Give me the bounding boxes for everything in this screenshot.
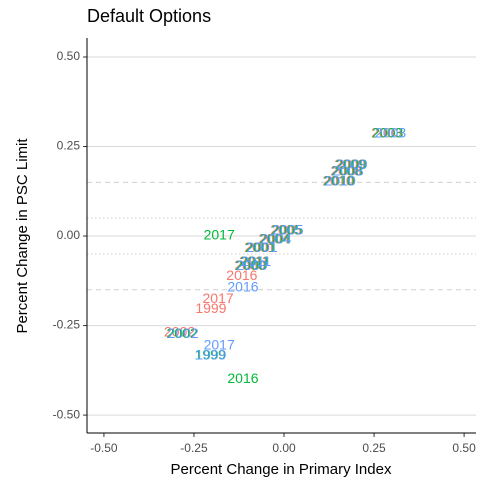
y-tick-label: 0.50 bbox=[57, 49, 81, 63]
point-label: 2010 bbox=[322, 173, 353, 189]
point-label: 2000 bbox=[234, 257, 265, 273]
point-label: 2002 bbox=[168, 325, 199, 341]
point-label: 2009 bbox=[335, 156, 366, 172]
point-label: 2009 bbox=[337, 156, 368, 172]
point-label: 1999 bbox=[195, 347, 226, 363]
x-tick-label: -0.50 bbox=[90, 441, 118, 455]
y-tick-label: -0.25 bbox=[53, 318, 81, 332]
point-label: 2000 bbox=[236, 257, 267, 273]
point-label: 2016 bbox=[226, 267, 257, 283]
point-label: 2004 bbox=[261, 231, 292, 247]
point-label: 2001 bbox=[246, 239, 277, 255]
point-label: 2008 bbox=[330, 163, 361, 179]
point-label: 2011 bbox=[239, 253, 269, 269]
x-axis-label: Percent Change in Primary Index bbox=[171, 461, 392, 478]
point-label: 2010 bbox=[325, 173, 356, 189]
y-axis-label: Percent Change in PSC Limit bbox=[14, 138, 31, 334]
point-label: 2001 bbox=[244, 239, 275, 255]
point-label: 1999 bbox=[195, 347, 226, 363]
point-label: 1999 bbox=[195, 300, 226, 316]
point-label: 2005 bbox=[271, 222, 302, 238]
y-tick-label: 0.25 bbox=[57, 139, 81, 153]
point-label: 2003 bbox=[372, 125, 403, 141]
point-label: 2003 bbox=[375, 125, 406, 141]
point-label: 2002 bbox=[164, 323, 195, 339]
point-label: 2011 bbox=[240, 253, 270, 269]
chart-title: Default Options bbox=[87, 6, 211, 26]
point-label: 2004 bbox=[258, 231, 289, 247]
point-label: 2003 bbox=[371, 125, 402, 141]
point-label: 2002 bbox=[167, 325, 198, 341]
point-label: 2011 bbox=[241, 253, 271, 269]
point-label: 2016 bbox=[227, 370, 258, 386]
point-label: 2008 bbox=[333, 163, 364, 179]
point-label: 2005 bbox=[270, 222, 301, 238]
y-tick-label: -0.50 bbox=[53, 407, 81, 421]
x-tick-label: 0.00 bbox=[272, 441, 296, 455]
y-tick-label: 0.00 bbox=[57, 228, 81, 242]
point-label: 2000 bbox=[235, 257, 266, 273]
point-label: 2009 bbox=[334, 156, 365, 172]
point-label: 2017 bbox=[204, 227, 235, 243]
point-label: 2010 bbox=[324, 173, 355, 189]
x-tick-label: 0.25 bbox=[362, 441, 386, 455]
point-label: 2017 bbox=[204, 337, 235, 353]
point-label: 2001 bbox=[245, 239, 276, 255]
point-label: 2005 bbox=[272, 222, 303, 238]
x-tick-label: 0.50 bbox=[452, 441, 476, 455]
x-tick-label: -0.25 bbox=[180, 441, 208, 455]
point-label: 2017 bbox=[203, 290, 234, 306]
point-label: 2008 bbox=[331, 163, 362, 179]
point-label: 2016 bbox=[227, 279, 258, 295]
point-label: 2004 bbox=[259, 231, 290, 247]
